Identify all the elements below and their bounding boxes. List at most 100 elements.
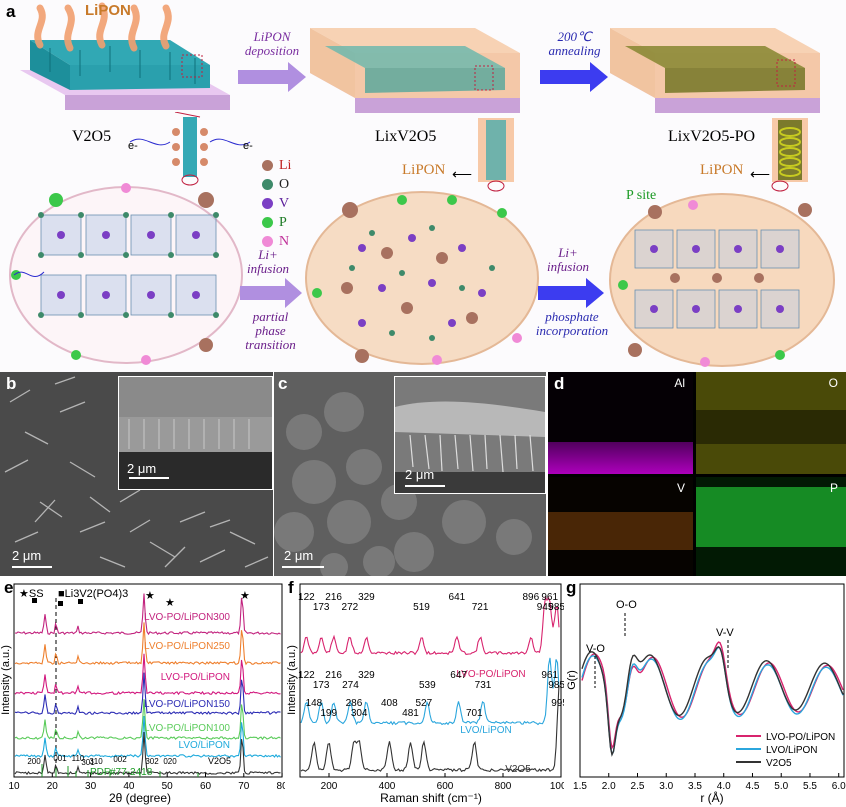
li-infusion-label-2: Li+ infusion: [547, 245, 589, 274]
lixv2o5-zoom: [478, 118, 514, 192]
x-tick-label: 3.0: [659, 781, 673, 792]
peak-label: 173: [313, 602, 330, 613]
legend-li: Li: [262, 156, 322, 175]
series-line: [14, 699, 281, 741]
series-line: [14, 622, 281, 666]
inset-scale-label: 2 μm: [127, 461, 157, 476]
x-tick-label: 3.5: [688, 781, 702, 792]
peak-label: 122: [298, 592, 315, 603]
hkl-label: 301: [81, 758, 95, 767]
deposition-label: LiPON deposition: [244, 29, 300, 58]
peak-label: 274: [342, 680, 359, 691]
star-marker: ★: [240, 590, 250, 602]
x-tick-label: 10: [8, 781, 20, 792]
series-label: LVO/LiPON: [179, 740, 231, 751]
peak-label: 408: [381, 698, 398, 709]
peak-label: 647: [450, 670, 467, 681]
panel-b-label: b: [6, 374, 17, 393]
p-site-label: P site: [626, 188, 657, 203]
hkl-label: 020: [163, 757, 177, 766]
peak-label: 199: [320, 708, 337, 719]
stage-label-lixv2o5-po: LixV2O5-PO: [668, 128, 756, 145]
series-line: [14, 672, 281, 715]
legend-v: V: [262, 194, 322, 213]
peak-label: 961: [541, 670, 558, 681]
peak-label: 945: [537, 602, 554, 613]
peak-label: 481: [402, 708, 419, 719]
lixv2o5-po-film-illustration: [610, 28, 820, 113]
v2o5-film-illustration: [20, 2, 230, 110]
series-line: [14, 731, 281, 776]
phase-transition-label: partial phase transition: [245, 309, 296, 352]
panel-f-label: f: [288, 578, 294, 597]
v2o5-crystal-structure: [9, 183, 243, 365]
v2o5-trace-label: V2O5: [208, 756, 231, 766]
y-axis-label: Intensity (a.u.): [286, 645, 298, 715]
x-tick-label: 2.5: [631, 781, 645, 792]
x-tick-label: 200: [321, 781, 338, 792]
annealing-label: 200℃ annealing: [548, 29, 601, 58]
panel-d-label: d: [554, 374, 565, 393]
eds-map-v: V: [548, 477, 693, 576]
annotation-dashes: [594, 613, 729, 688]
electron-label-right: e-: [243, 140, 253, 152]
inset-scale-label: 2 μm: [405, 467, 435, 482]
peak-label: 329: [358, 592, 375, 603]
x-tick-label: 4.5: [746, 781, 760, 792]
panel-d-eds-maps: Al O V P d: [548, 372, 846, 576]
y-axis-label: Intensity (a.u.): [0, 645, 12, 715]
panel-c-sem: c 2 μm 2 μm: [274, 372, 546, 576]
peak-label: 329: [358, 670, 375, 681]
x-axis-label: Raman shift (cm⁻¹): [380, 791, 482, 805]
lipon-mid-label: LiPON: [402, 162, 446, 178]
x-tick-label: 60: [200, 781, 212, 792]
panel-g-label: g: [566, 578, 577, 597]
peak-label: 731: [475, 680, 492, 691]
main-scale-bar: [282, 566, 324, 568]
lipon-right-arrow: ⟵: [750, 166, 771, 182]
peak-label: 173: [313, 680, 330, 691]
panel-e-label: e: [4, 578, 14, 597]
peak-label: 995: [551, 698, 564, 709]
series-label: LVO-PO/LiPON150: [144, 699, 230, 710]
pdf-label: PDF#77-2418: [90, 767, 153, 778]
hkl-label: 002: [113, 755, 127, 764]
stage-label-lixv2o5: LixV2O5: [375, 128, 437, 145]
peak-label: 985: [548, 680, 564, 691]
inset-scale-bar: [129, 477, 169, 479]
phosphate-incorporation-label: phosphate incorporation: [535, 309, 609, 338]
series-label: LVO/LiPON: [460, 725, 512, 736]
lixv2o5-po-zoom: [771, 118, 808, 192]
plot-frame: [579, 583, 845, 778]
x-tick-label: 70: [238, 781, 250, 792]
li-infusion-arrow-1: [240, 278, 302, 308]
peak-label: 527: [415, 698, 432, 709]
legend: LVO-PO/LiPON LVO/LiPON V2O5: [736, 732, 835, 769]
panel-c-inset: 2 μm: [394, 376, 546, 494]
peak-label: 985: [548, 602, 564, 613]
series-label: LVO-PO/LiPON: [161, 672, 230, 683]
annotation-v-v: V-V: [716, 627, 734, 639]
li-infusion-label-1: Li+ infusion: [247, 247, 289, 276]
deposition-arrow: [238, 62, 306, 92]
square-marker: [58, 601, 63, 606]
annealing-arrow: [540, 62, 608, 92]
li-infusion-arrow-2: [538, 278, 604, 308]
square-marker: [32, 598, 37, 603]
lipon-mid-arrow: ⟵: [452, 166, 473, 182]
series-label: LVO-PO/LiPON300: [144, 612, 230, 623]
x-tick-label: 20: [47, 781, 59, 792]
series-line: [14, 593, 281, 636]
x-tick-label: 800: [495, 781, 512, 792]
series-label: LVO-PO/LiPON100: [144, 723, 230, 734]
series-line: [300, 595, 560, 656]
peak-label: 286: [346, 698, 363, 709]
plot-frame: [13, 583, 283, 778]
electron-label-left: e-: [128, 140, 138, 152]
legend-label: LVO/LiPON: [766, 745, 818, 756]
x-tick-label: 30: [85, 781, 97, 792]
x-tick-label: 6.0: [832, 781, 846, 792]
peak-label: 961: [541, 592, 558, 603]
legend-o: O: [262, 175, 322, 194]
